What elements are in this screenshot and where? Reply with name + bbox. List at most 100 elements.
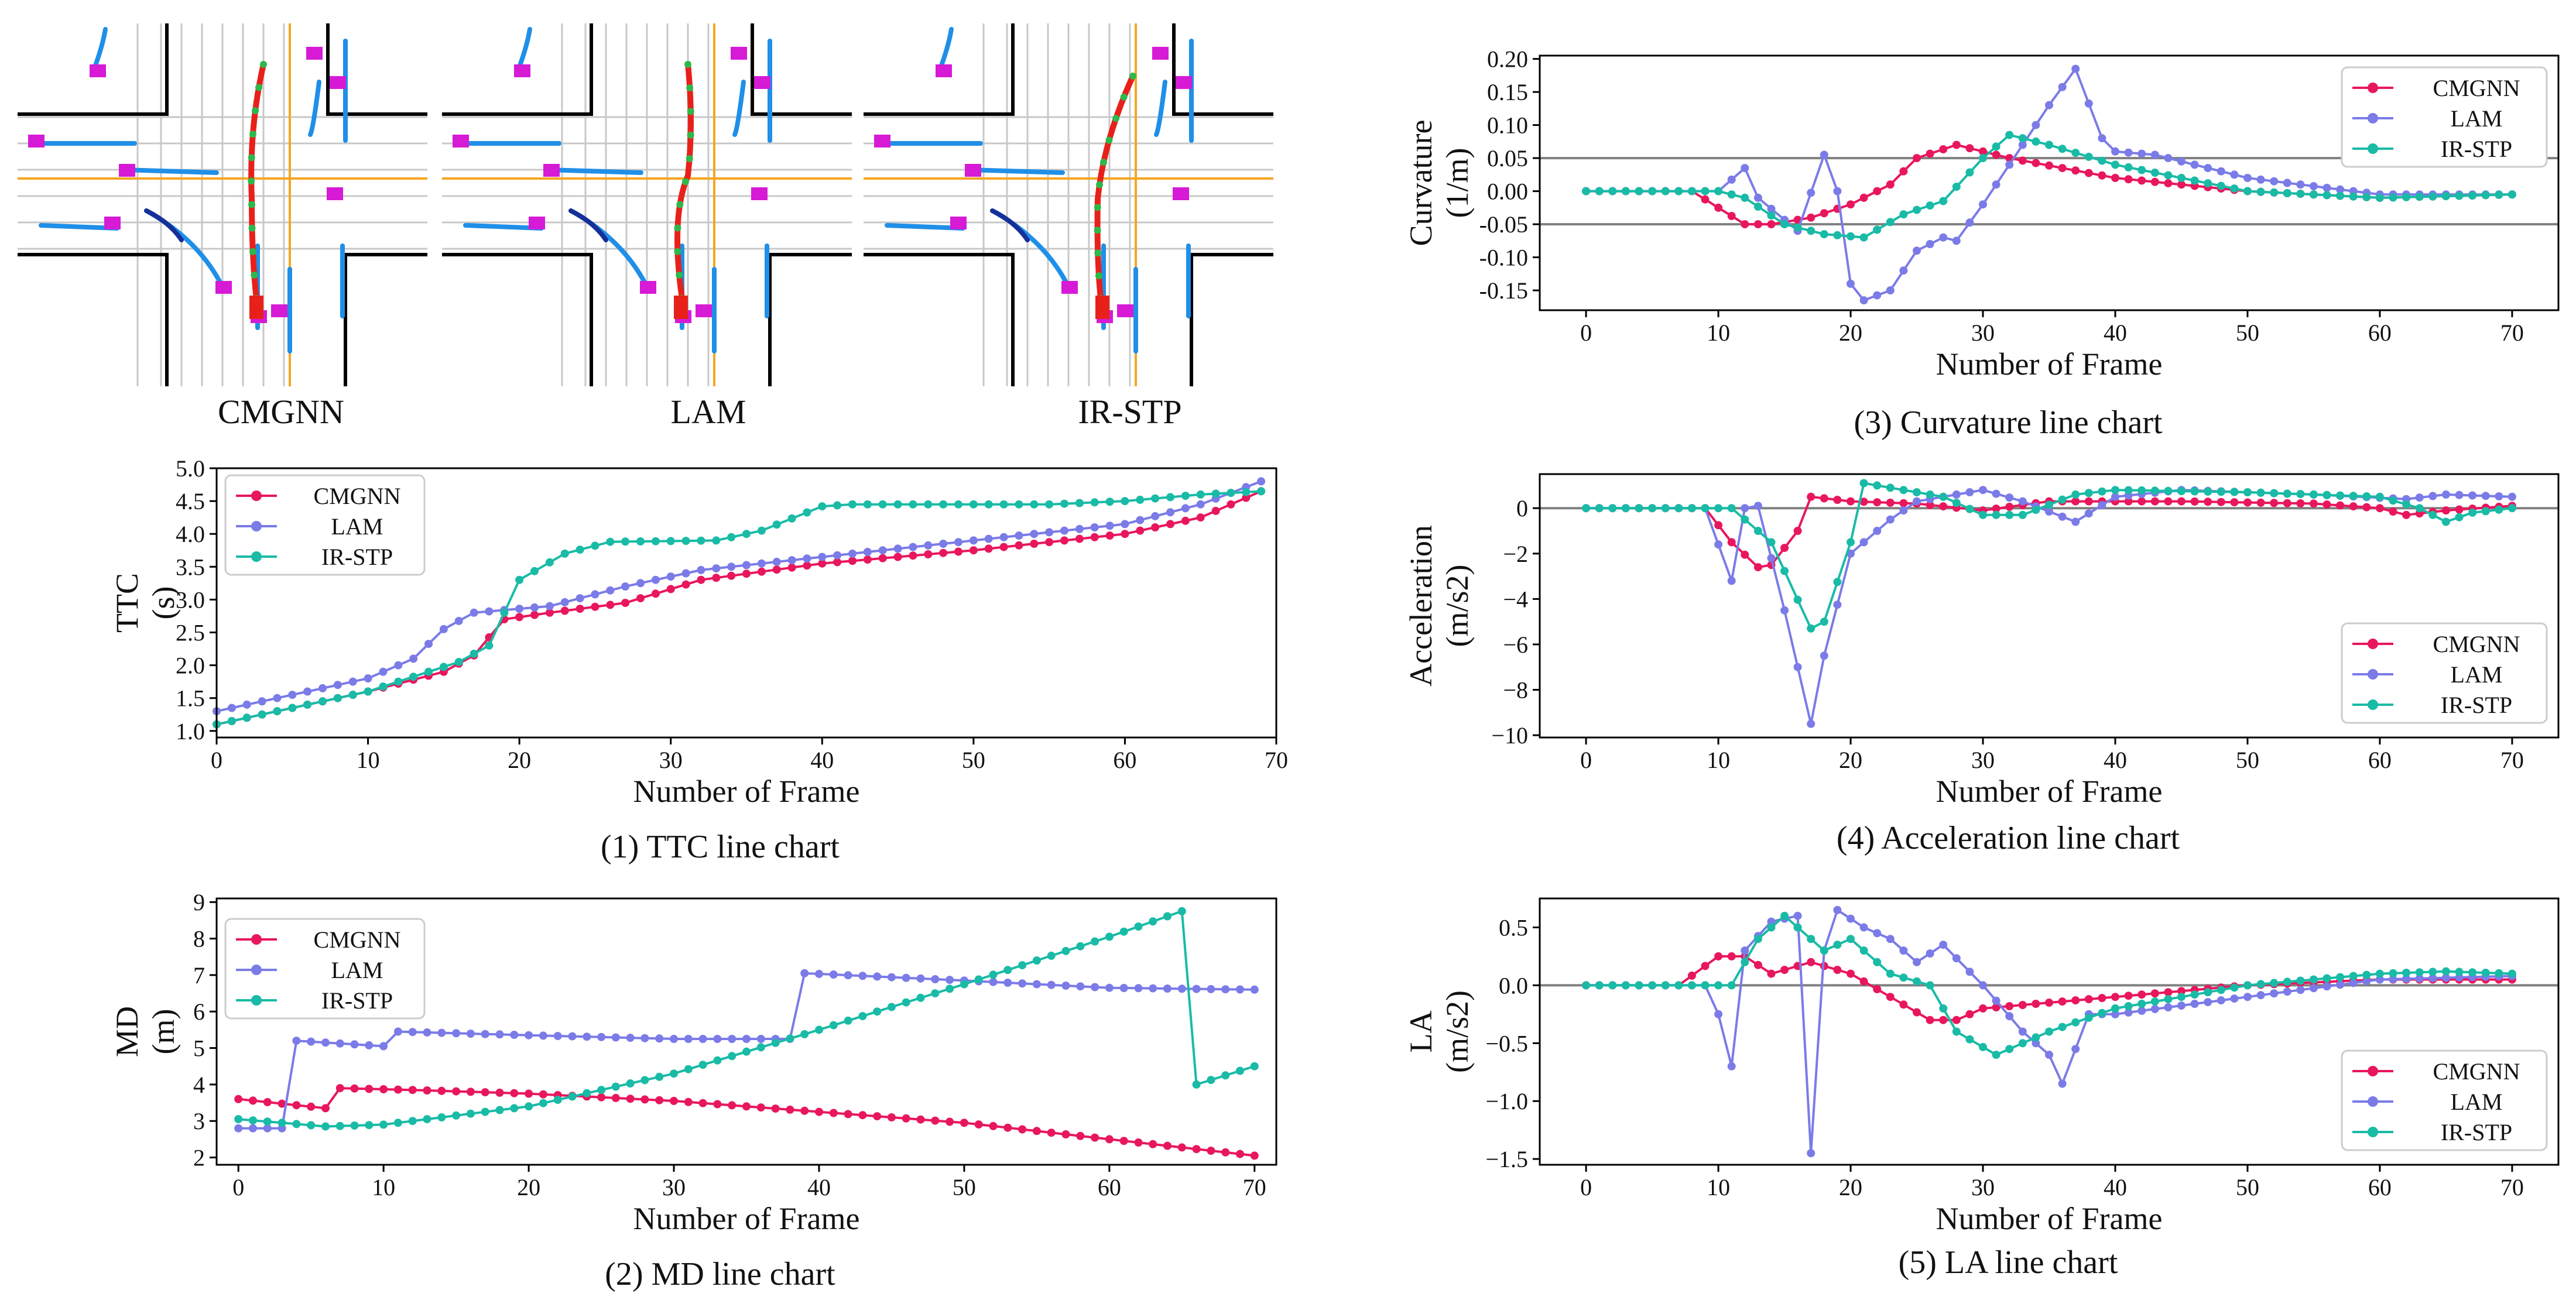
data-point [1899,973,1908,982]
data-point [1207,984,1215,993]
data-point [1833,905,1842,914]
ego-trajectory [1094,74,1136,299]
data-point [495,1030,504,1039]
data-point [1886,483,1895,492]
data-point [1847,935,1855,944]
data-point [1767,538,1776,547]
data-point [510,1031,519,1039]
x-axis-label: Number of Frame [633,1201,860,1236]
data-point [1913,154,1921,163]
data-point [1926,201,1934,210]
y-axis-unit: (1/m) [1440,148,1475,218]
data-point [2455,490,2464,499]
data-point [2177,157,2186,166]
data-point [924,541,933,550]
data-point [1136,516,1145,524]
data-point [939,548,948,557]
data-point [1780,567,1789,575]
legend-entry: IR-STP [2441,136,2512,162]
data-point [1859,498,1868,506]
data-point [2018,1039,2027,1048]
data-point [2375,969,2384,978]
trajectory [568,208,608,242]
data-point [1992,510,2000,519]
x-axis-label: Number of Frame [1936,347,2163,382]
data-point [1741,504,1749,513]
data-point [1979,981,1987,990]
data-point [728,1035,737,1043]
data-point [2349,979,2358,987]
y-axis-unit: (m/s2) [1440,990,1475,1073]
data-point [1181,492,1190,500]
x-tick-label: 60 [2368,747,2392,773]
data-point [424,667,433,676]
legend-entry: LAM [2451,105,2503,132]
data-point [1741,193,1749,202]
trajectory-point [686,155,693,162]
legend-marker [251,995,262,1006]
data-point [1163,1141,1171,1150]
y-tick-label: 4 [193,1072,205,1098]
data-point [1635,504,1643,513]
data-point [1992,489,2000,498]
legend-entry: CMGNN [314,483,401,509]
data-point [2124,163,2133,171]
data-point [364,674,372,682]
data-point [1076,982,1085,991]
y-tick-label: −8 [1503,677,1528,704]
data-point [1939,1016,1948,1024]
data-point [1807,719,1815,728]
data-point [2283,499,2291,507]
data-point [1873,985,1882,993]
data-point [1939,502,1948,511]
series-line-cmgnn [238,1087,1255,1157]
legend-box [224,474,426,576]
data-point [756,1035,765,1043]
lane-lines [442,23,852,386]
data-point [878,554,887,562]
y-tick-label: 2.0 [176,653,205,679]
y-tick-label: −10 [1491,722,1528,749]
vehicle [529,217,545,229]
data-point [2045,161,2053,170]
data-point [1701,981,1710,990]
x-tick-label: 20 [1839,1174,1862,1200]
data-point [1926,1016,1934,1024]
data-point [452,1111,461,1120]
data-point [2441,506,2450,515]
data-point [2005,510,2014,519]
x-tick-label: 30 [662,1174,686,1200]
data-point [1926,240,1934,248]
y-tick-label: 5 [193,1035,205,1062]
legend-marker [251,490,262,501]
data-point [2032,1033,2040,1042]
data-point [560,606,569,615]
data-point [1151,494,1160,503]
data-point [2137,1006,2146,1015]
data-point [2455,191,2464,200]
data-point [829,1109,838,1117]
data-point [1886,286,1895,295]
data-point [2389,507,2397,516]
data-point [539,1099,547,1107]
data-point [2111,1010,2119,1018]
vehicle [936,64,952,77]
data-point [2164,154,2173,163]
data-point [1979,1004,1987,1013]
y-tick-label: −1.5 [1485,1146,1528,1172]
data-point [727,562,736,571]
data-point [2204,164,2212,173]
y-tick-label: 9 [193,889,205,915]
trajectory-point [248,201,256,208]
data-point [227,704,236,712]
data-point [2455,968,2464,976]
data-point [1015,541,1023,550]
trajectory [144,208,184,242]
data-point [2309,190,2318,199]
data-point [2441,967,2450,976]
data-point [844,971,852,980]
data-point [1807,624,1815,633]
data-point [2375,504,2384,513]
y-tick-label: 2 [193,1145,205,1171]
data-point [409,673,418,681]
